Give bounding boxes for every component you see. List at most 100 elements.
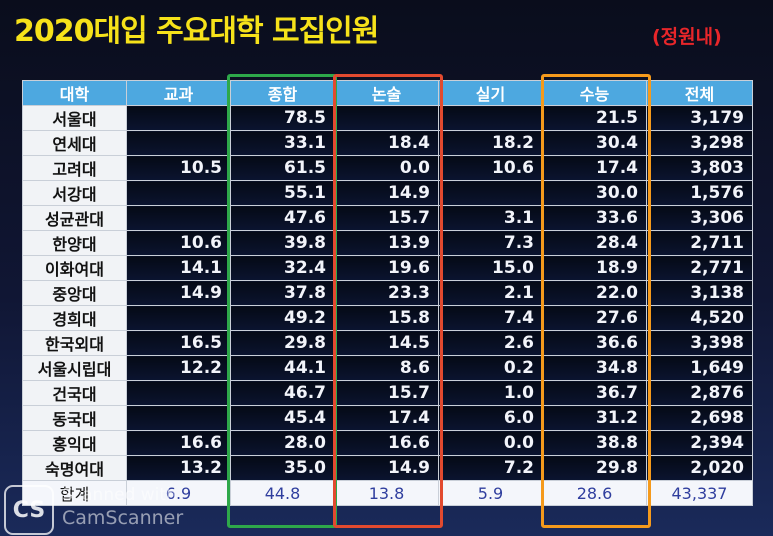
- table-cell: 15.0: [438, 255, 543, 281]
- table-cell: [438, 105, 543, 131]
- admission-table: 대학 교과 종합 논술 실기 수능 전체 서울대 78.5 21.5 3,179 연세대 33.1 18…: [22, 80, 753, 506]
- table-cell: 30.0: [542, 180, 647, 206]
- university-name: 연세대: [22, 130, 127, 156]
- table-cell: 36.6: [542, 330, 647, 356]
- table-row: 경희대 49.2 15.8 7.4 27.6 4,520: [22, 305, 753, 331]
- table-cell: 38.8: [542, 430, 647, 456]
- university-name: 이화여대: [22, 255, 127, 281]
- university-name: 건국대: [22, 380, 127, 406]
- table-cell: 4,520: [646, 305, 753, 331]
- table-cell: 2,771: [646, 255, 753, 281]
- table-row: 서울대 78.5 21.5 3,179: [22, 105, 753, 131]
- table-cell: 47.6: [230, 205, 335, 231]
- university-name: 한양대: [22, 230, 127, 256]
- table-cell: 10.6: [126, 230, 231, 256]
- table-cell: 13.2: [126, 455, 231, 481]
- table-cell: 13.9: [334, 230, 439, 256]
- table-row: 숙명여대 13.2 35.0 14.9 7.2 29.8 2,020: [22, 455, 753, 481]
- university-name: 고려대: [22, 155, 127, 181]
- table-cell: 46.7: [230, 380, 335, 406]
- total-cell: 13.8: [334, 480, 439, 506]
- table-cell: 78.5: [230, 105, 335, 131]
- table-cell: 37.8: [230, 280, 335, 306]
- table-cell: [126, 105, 231, 131]
- table-cell: 16.6: [126, 430, 231, 456]
- table-cell: 35.0: [230, 455, 335, 481]
- table-cell: 0.2: [438, 355, 543, 381]
- table-cell: 32.4: [230, 255, 335, 281]
- table-cell: 18.9: [542, 255, 647, 281]
- table-cell: 33.6: [542, 205, 647, 231]
- total-cell: 5.9: [438, 480, 543, 506]
- table-row: 홍익대 16.6 28.0 16.6 0.0 38.8 2,394: [22, 430, 753, 456]
- table-cell: 34.8: [542, 355, 647, 381]
- table-cell: 1,576: [646, 180, 753, 206]
- table-cell: [126, 380, 231, 406]
- column-header: 실기: [438, 80, 543, 106]
- column-header: 전체: [646, 80, 753, 106]
- table-cell: 3,179: [646, 105, 753, 131]
- table-cell: 15.7: [334, 380, 439, 406]
- table-cell: 2,876: [646, 380, 753, 406]
- table-cell: 2,020: [646, 455, 753, 481]
- table-cell: 22.0: [542, 280, 647, 306]
- table-cell: 14.9: [334, 180, 439, 206]
- total-label: 합계: [22, 480, 127, 506]
- table-cell: 15.8: [334, 305, 439, 331]
- table-cell: 49.2: [230, 305, 335, 331]
- table-cell: 29.8: [542, 455, 647, 481]
- university-name: 성균관대: [22, 205, 127, 231]
- column-header: 종합: [230, 80, 335, 106]
- table-header-row: 대학 교과 종합 논술 실기 수능 전체: [22, 80, 753, 106]
- table-cell: 2.1: [438, 280, 543, 306]
- table-cell: [126, 130, 231, 156]
- university-name: 한국외대: [22, 330, 127, 356]
- table-cell: 7.4: [438, 305, 543, 331]
- table-cell: 14.5: [334, 330, 439, 356]
- table-cell: 3,298: [646, 130, 753, 156]
- table-cell: 2.6: [438, 330, 543, 356]
- table-body: 서울대 78.5 21.5 3,179 연세대 33.1 18.4 18.2 30.4 3,298…: [22, 105, 753, 506]
- table-cell: 3,803: [646, 155, 753, 181]
- table-cell: 39.8: [230, 230, 335, 256]
- table-cell: 19.6: [334, 255, 439, 281]
- table-cell: 6.0: [438, 405, 543, 431]
- table-cell: 21.5: [542, 105, 647, 131]
- table-cell: 1.0: [438, 380, 543, 406]
- scanner-watermark: CS Scanned with CamScanner: [0, 481, 220, 536]
- table-row: 중앙대 14.9 37.8 23.3 2.1 22.0 3,138: [22, 280, 753, 306]
- table-cell: 16.6: [334, 430, 439, 456]
- table-cell: 3,398: [646, 330, 753, 356]
- column-header: 논술: [334, 80, 439, 106]
- table-cell: 17.4: [542, 155, 647, 181]
- table-cell: 8.6: [334, 355, 439, 381]
- column-header: 대학: [22, 80, 127, 106]
- table-row: 한국외대 16.5 29.8 14.5 2.6 36.6 3,398: [22, 330, 753, 356]
- table-cell: 30.4: [542, 130, 647, 156]
- table-cell: 18.4: [334, 130, 439, 156]
- table-row: 서울시립대 12.2 44.1 8.6 0.2 34.8 1,649: [22, 355, 753, 381]
- column-header: 수능: [542, 80, 647, 106]
- university-name: 서울대: [22, 105, 127, 131]
- page-subtitle: (정원내): [652, 26, 722, 48]
- table-cell: 33.1: [230, 130, 335, 156]
- table-cell: 10.6: [438, 155, 543, 181]
- column-header: 교과: [126, 80, 231, 106]
- table-cell: 14.9: [334, 455, 439, 481]
- table-row: 한양대 10.6 39.8 13.9 7.3 28.4 2,711: [22, 230, 753, 256]
- total-cell: 44.8: [230, 480, 335, 506]
- table-cell: 61.5: [230, 155, 335, 181]
- university-name: 숙명여대: [22, 455, 127, 481]
- university-name: 홍익대: [22, 430, 127, 456]
- page-title: 2020대입 주요대학 모집인원: [14, 14, 379, 49]
- table-cell: 29.8: [230, 330, 335, 356]
- table-cell: 2,394: [646, 430, 753, 456]
- table-cell: [126, 305, 231, 331]
- table-cell: 7.2: [438, 455, 543, 481]
- table-cell: 28.0: [230, 430, 335, 456]
- table-cell: 10.5: [126, 155, 231, 181]
- table-row: 연세대 33.1 18.4 18.2 30.4 3,298: [22, 130, 753, 156]
- table-cell: [126, 180, 231, 206]
- camscanner-logo-icon: CS: [4, 485, 54, 535]
- table-row: 건국대 46.7 15.7 1.0 36.7 2,876: [22, 380, 753, 406]
